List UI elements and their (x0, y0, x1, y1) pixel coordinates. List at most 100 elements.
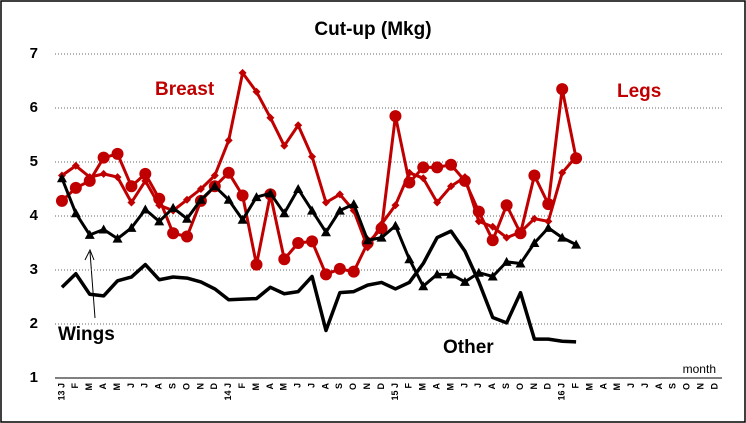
marker (238, 68, 247, 77)
marker (418, 281, 429, 291)
x-tick-label: N (362, 383, 372, 390)
marker (224, 136, 233, 145)
marker (111, 147, 124, 160)
marker (153, 192, 166, 205)
marker (210, 171, 219, 180)
x-tick-label: A (654, 383, 664, 390)
x-tick-label: M (112, 383, 122, 391)
series-label: Other (443, 337, 494, 358)
x-tick-label: A (265, 383, 275, 390)
x-tick-label: J (459, 383, 469, 388)
marker (543, 222, 554, 232)
x-tick-label: D (709, 383, 719, 390)
x-tick-label: J (140, 383, 150, 388)
marker (334, 205, 345, 215)
marker (556, 83, 569, 96)
marker (292, 237, 305, 249)
marker (488, 222, 497, 231)
x-tick-label: O (515, 383, 525, 390)
x-tick-label: J (293, 383, 303, 388)
marker (98, 224, 109, 234)
marker (403, 176, 416, 189)
marker (308, 152, 317, 161)
marker (432, 269, 443, 279)
marker (209, 181, 220, 191)
marker (375, 222, 388, 235)
marker (544, 217, 553, 226)
marker (71, 161, 80, 170)
x-tick-label: A (487, 383, 497, 390)
marker (181, 230, 194, 243)
marker (445, 158, 458, 171)
marker (250, 258, 263, 271)
x-tick-label: F (237, 383, 247, 389)
x-tick-label: F (70, 383, 80, 389)
y-tick-label: 5 (30, 153, 38, 170)
marker (570, 152, 583, 165)
x-tick-label: M (612, 383, 622, 391)
marker (431, 161, 444, 174)
marker (196, 185, 205, 193)
x-axis-label: month (683, 362, 716, 376)
marker (265, 188, 276, 198)
x-tick-label: S (334, 383, 344, 389)
marker (236, 189, 249, 202)
x-tick-label: D (543, 383, 553, 390)
marker (223, 194, 234, 204)
marker (113, 173, 122, 182)
marker (558, 168, 567, 177)
x-tick-label: M (584, 383, 594, 391)
x-tick-label: J (306, 383, 316, 388)
x-tick-label: 15 J (390, 383, 400, 401)
x-tick-label: 13 J (56, 383, 66, 401)
marker (528, 169, 541, 182)
marker (515, 258, 526, 268)
chart-title: Cut-up (Mkg) (314, 19, 431, 40)
marker (529, 238, 540, 247)
x-tick-label: O (348, 383, 358, 390)
y-tick-label: 2 (30, 315, 38, 332)
marker (447, 182, 456, 191)
marker (472, 205, 485, 218)
marker (433, 198, 442, 207)
x-tick-label: N (195, 383, 205, 390)
marker (112, 233, 123, 243)
x-tick-label: J (473, 383, 483, 388)
x-tick-label: M (418, 383, 428, 391)
marker (514, 227, 527, 240)
marker (83, 174, 96, 187)
marker (167, 227, 180, 240)
x-tick-label: A (320, 383, 330, 390)
x-tick-label: 14 J (223, 383, 233, 401)
marker (391, 201, 400, 210)
marker (97, 151, 110, 164)
x-tick-label: A (154, 383, 164, 390)
marker (139, 167, 152, 180)
marker (237, 214, 248, 224)
marker (321, 198, 330, 207)
arrow (89, 251, 96, 319)
marker (335, 190, 344, 199)
marker (530, 214, 539, 223)
marker (251, 192, 262, 202)
marker (183, 195, 192, 204)
marker (252, 87, 261, 96)
x-tick-label: N (696, 383, 706, 390)
x-tick-label: D (376, 383, 386, 390)
marker (278, 253, 291, 266)
x-tick-label: J (626, 383, 636, 388)
marker (487, 271, 498, 281)
y-tick-label: 3 (30, 261, 38, 278)
marker (56, 173, 67, 183)
marker (319, 268, 332, 281)
series-label: Breast (155, 79, 215, 100)
x-tick-label: F (570, 383, 580, 389)
marker (557, 232, 568, 242)
marker (486, 234, 499, 247)
marker (348, 199, 359, 209)
marker (127, 198, 136, 207)
marker (404, 254, 415, 264)
series-label: Wings (58, 324, 115, 345)
marker (347, 265, 360, 278)
